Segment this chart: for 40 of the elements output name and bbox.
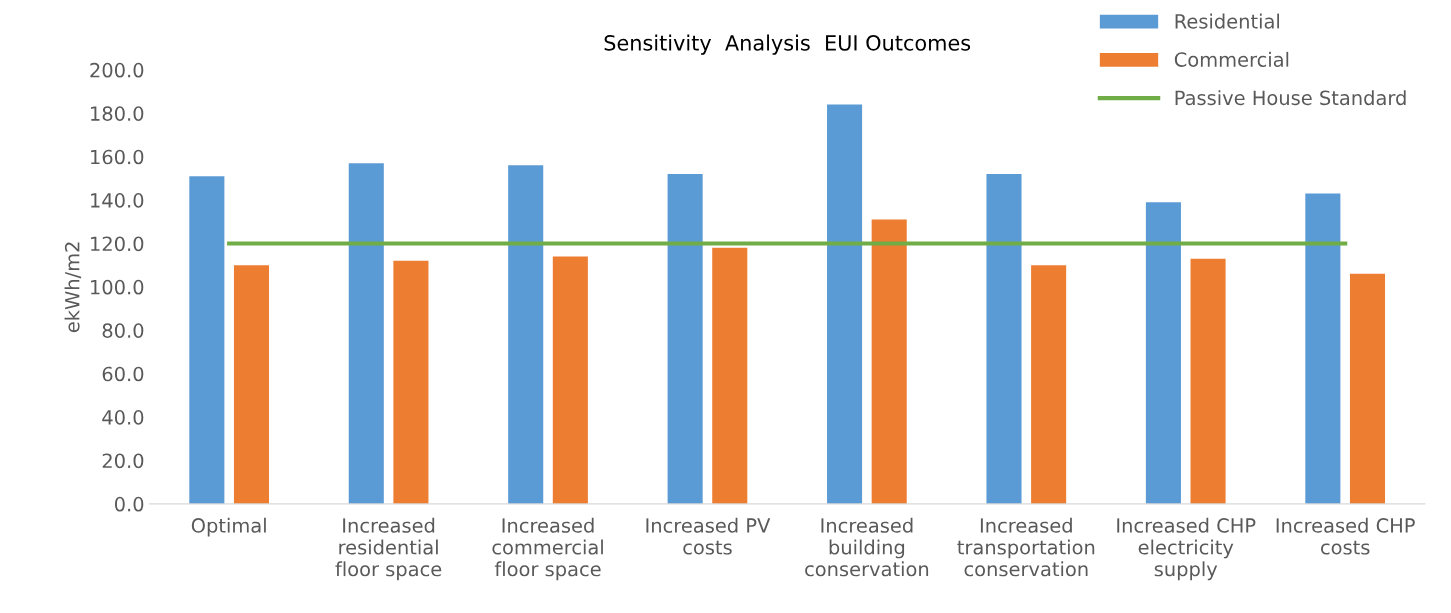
y-tick-label: 40.0 [102, 410, 144, 425]
legend-label: Residential [1175, 13, 1279, 29]
bar [1349, 273, 1386, 504]
chart-title: Sensitivity Analysis EUI Outcomes [604, 34, 971, 55]
y-tick-label: 160.0 [91, 149, 144, 165]
bar [348, 163, 384, 504]
y-tick-label: 0.0 [114, 496, 144, 512]
legend-label: Commercial [1174, 51, 1289, 67]
bar [393, 260, 429, 504]
legend-label: Passive House Standard [1175, 90, 1406, 106]
y-tick-label: 80.0 [102, 323, 144, 338]
y-axis-title: ekWh/m2 [64, 242, 82, 333]
bar [552, 256, 588, 504]
bar [189, 176, 225, 504]
bar [1145, 202, 1181, 504]
x-tick-label: Increased CHP electricity supply [1117, 517, 1256, 581]
y-tick-label: 60.0 [102, 366, 144, 382]
x-tick-label: Increased residential floor space [335, 517, 442, 581]
x-tick-label: Optimal [191, 517, 266, 537]
bar [667, 174, 703, 504]
y-tick-label: 180.0 [91, 106, 144, 121]
bar [871, 219, 907, 504]
x-tick-label: Increased CHP costs [1276, 517, 1415, 555]
bar [233, 265, 270, 504]
y-tick-label: 100.0 [91, 279, 144, 295]
y-tick-label: 140.0 [91, 193, 144, 208]
x-tick-label: Increased PV costs [646, 517, 771, 555]
x-tick-label: Increased commercial floor space [492, 517, 603, 581]
x-tick-label: Increased building conservation [805, 517, 929, 577]
y-tick-label: 120.0 [91, 236, 144, 252]
bar [827, 104, 863, 504]
y-tick-label: 200.0 [90, 62, 144, 78]
bar [1031, 265, 1067, 504]
x-tick-label: Increased transportation conservation [957, 517, 1095, 577]
bar [986, 174, 1022, 504]
bar [508, 165, 544, 504]
bar [1190, 258, 1226, 504]
y-tick-label: 20.0 [102, 453, 144, 469]
bar [712, 247, 748, 504]
bar [1305, 193, 1341, 504]
